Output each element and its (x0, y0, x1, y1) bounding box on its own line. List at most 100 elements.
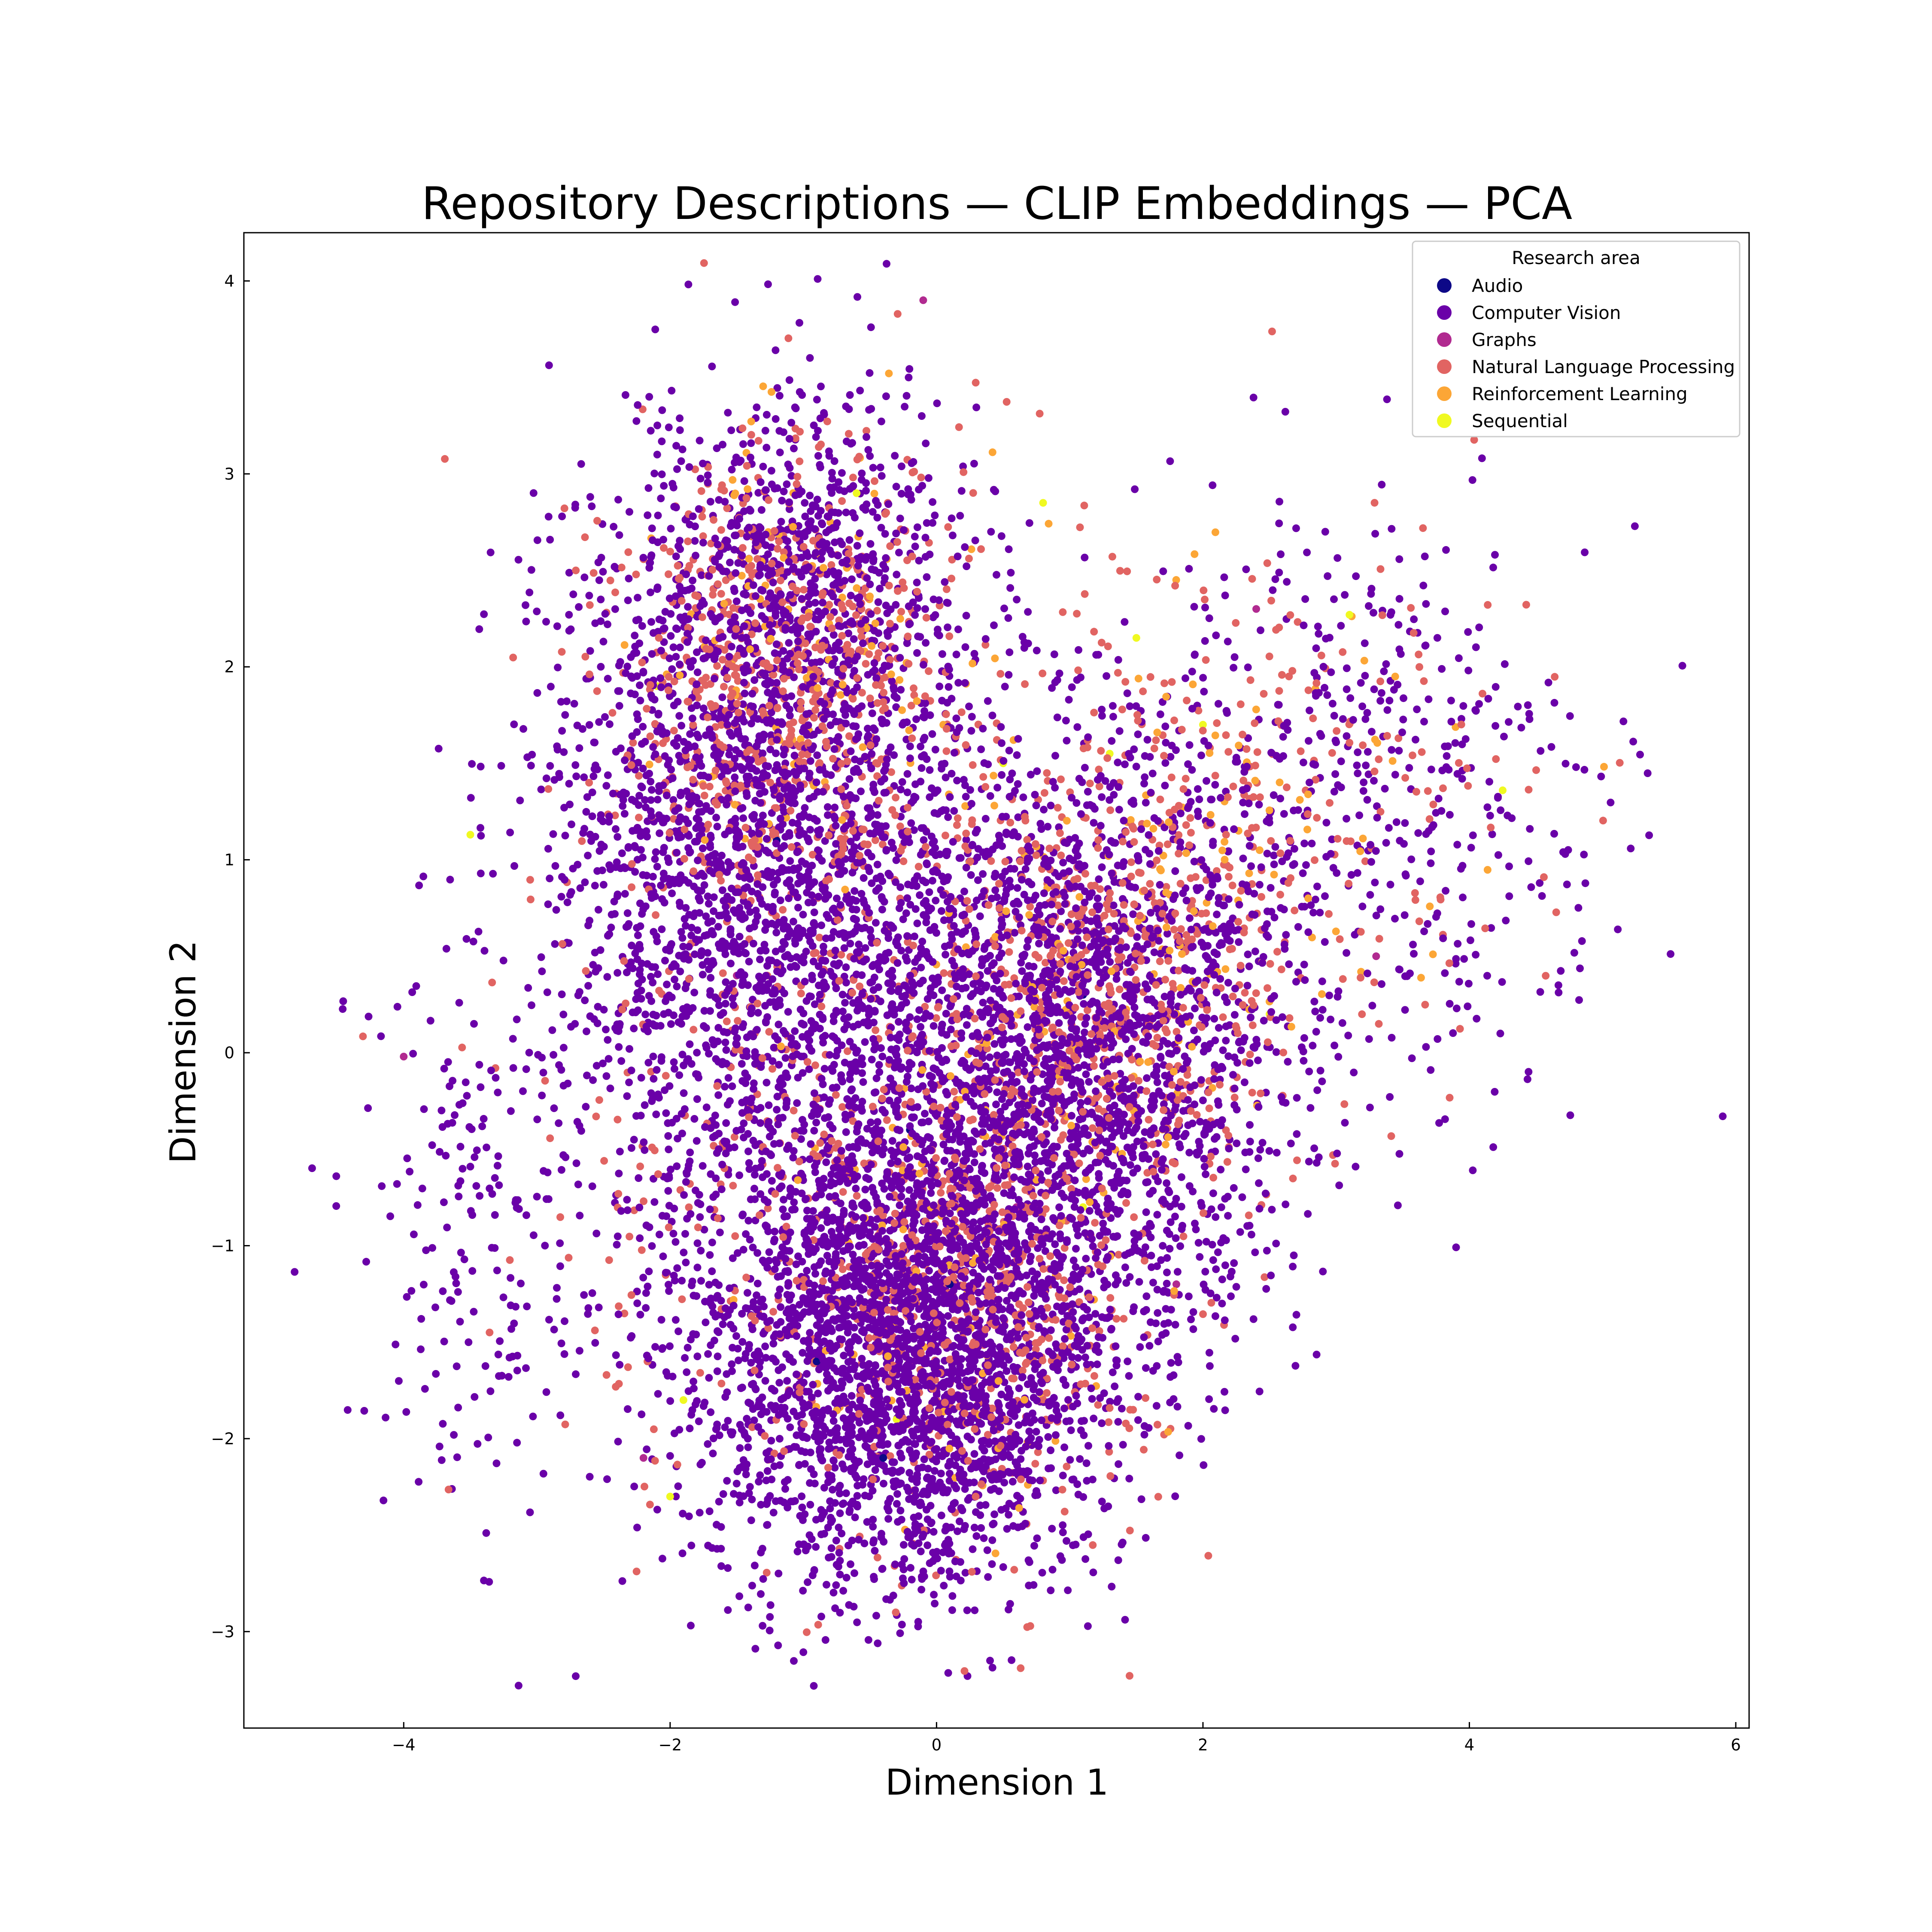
scatter-point (1370, 978, 1378, 986)
scatter-point (1162, 738, 1170, 747)
scatter-point (1473, 1015, 1481, 1023)
scatter-point (593, 687, 601, 695)
scatter-point (1313, 1086, 1321, 1094)
scatter-point (682, 1258, 690, 1267)
scatter-point (810, 1127, 818, 1135)
scatter-point (633, 1288, 641, 1296)
scatter-point (1442, 887, 1450, 895)
scatter-point (1255, 846, 1264, 854)
scatter-point (931, 746, 939, 753)
scatter-point (700, 259, 708, 267)
scatter-point (966, 786, 974, 794)
scatter-point (756, 955, 764, 963)
scatter-point (495, 1372, 503, 1380)
scatter-point (489, 870, 497, 878)
scatter-point (747, 453, 754, 462)
scatter-point (971, 536, 979, 544)
scatter-point (1229, 993, 1237, 1000)
scatter-point (597, 617, 605, 625)
scatter-point (585, 721, 593, 729)
scatter-point (658, 406, 666, 414)
scatter-point (1076, 1455, 1084, 1463)
scatter-point (1415, 650, 1423, 659)
scatter-point (1211, 528, 1219, 536)
scatter-point (1184, 1422, 1192, 1430)
scatter-point (1060, 1244, 1069, 1252)
scatter-point (586, 830, 594, 838)
scatter-point (777, 1303, 785, 1311)
scatter-point (651, 325, 659, 334)
scatter-point (668, 1218, 676, 1226)
scatter-point (1036, 1255, 1044, 1263)
scatter-point (1105, 1418, 1113, 1426)
scatter-point (1076, 523, 1084, 532)
scatter-point (659, 739, 667, 747)
scatter-point (1095, 875, 1103, 883)
scatter-point (630, 1482, 638, 1491)
scatter-point (769, 578, 777, 586)
scatter-point (1527, 883, 1535, 891)
scatter-point (768, 1177, 776, 1185)
scatter-point (844, 550, 853, 558)
scatter-point (1132, 634, 1140, 642)
scatter-point (1230, 1094, 1239, 1102)
scatter-point (993, 893, 1001, 901)
scatter-point (1468, 476, 1476, 484)
scatter-point (1270, 791, 1278, 799)
scatter-point (996, 670, 1005, 678)
scatter-point (1179, 1004, 1187, 1012)
scatter-point (1296, 796, 1304, 804)
scatter-point (1161, 759, 1170, 767)
scatter-point (925, 667, 933, 675)
scatter-point (636, 696, 644, 705)
scatter-point (1050, 650, 1058, 658)
scatter-point (1299, 869, 1307, 877)
scatter-point (1194, 1239, 1203, 1247)
scatter-point (926, 1134, 934, 1142)
scatter-point (539, 1470, 547, 1478)
scatter-point (1075, 893, 1084, 901)
scatter-point (1209, 1189, 1217, 1197)
scatter-point (605, 1055, 613, 1063)
scatter-point (482, 1529, 490, 1537)
scatter-point (1059, 859, 1067, 867)
scatter-point (497, 762, 505, 770)
scatter-point (470, 1020, 478, 1028)
scatter-point (575, 744, 583, 752)
scatter-point (1382, 839, 1390, 847)
scatter-point (1177, 1203, 1185, 1211)
scatter-point (849, 474, 857, 482)
scatter-point (1297, 1043, 1306, 1051)
scatter-point (848, 1537, 856, 1545)
scatter-point (878, 905, 886, 914)
scatter-point (1132, 762, 1140, 771)
scatter-point (859, 1078, 867, 1086)
scatter-point (1201, 595, 1209, 604)
scatter-point (584, 1310, 592, 1318)
scatter-point (838, 593, 846, 601)
scatter-point (838, 990, 847, 999)
scatter-point (1434, 795, 1443, 802)
scatter-point (507, 1274, 515, 1282)
scatter-point (1394, 1201, 1402, 1209)
scatter-point (591, 881, 599, 890)
scatter-point (971, 1015, 979, 1023)
scatter-point (688, 1281, 696, 1289)
scatter-point (990, 1040, 999, 1048)
scatter-point (990, 1510, 999, 1519)
scatter-point (1182, 821, 1190, 829)
scatter-point (981, 815, 990, 823)
scatter-point (1015, 992, 1023, 1000)
scatter-point (400, 1053, 408, 1060)
scatter-point (1492, 722, 1500, 730)
scatter-point (428, 1141, 436, 1149)
scatter-point (938, 1198, 946, 1206)
scatter-point (744, 1604, 752, 1612)
scatter-point (971, 1606, 979, 1614)
scatter-point (842, 1128, 850, 1136)
scatter-point (1285, 672, 1293, 680)
scatter-point (752, 906, 760, 914)
scatter-point (705, 1374, 713, 1382)
scatter-point (786, 1423, 794, 1431)
scatter-point (477, 1083, 485, 1091)
